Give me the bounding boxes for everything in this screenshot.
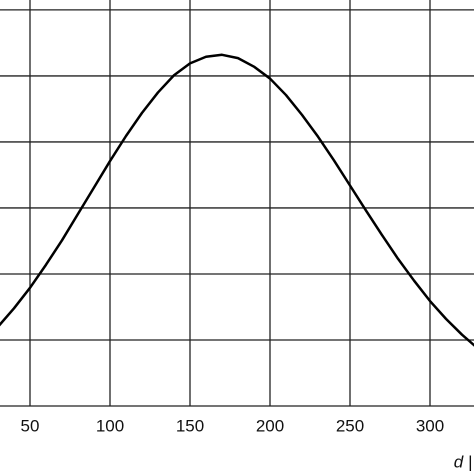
x-tick-label: 250 xyxy=(336,416,364,435)
grid xyxy=(0,0,474,407)
data-line xyxy=(0,53,474,347)
x-tick-label: 200 xyxy=(256,416,284,435)
x-tick-label: 50 xyxy=(21,416,40,435)
x-tick-label: 100 xyxy=(96,416,124,435)
x-tick-label: 300 xyxy=(416,416,444,435)
x-axis-label: d | xyxy=(454,452,473,471)
x-tick-label: 150 xyxy=(176,416,204,435)
plot-area xyxy=(0,53,474,347)
